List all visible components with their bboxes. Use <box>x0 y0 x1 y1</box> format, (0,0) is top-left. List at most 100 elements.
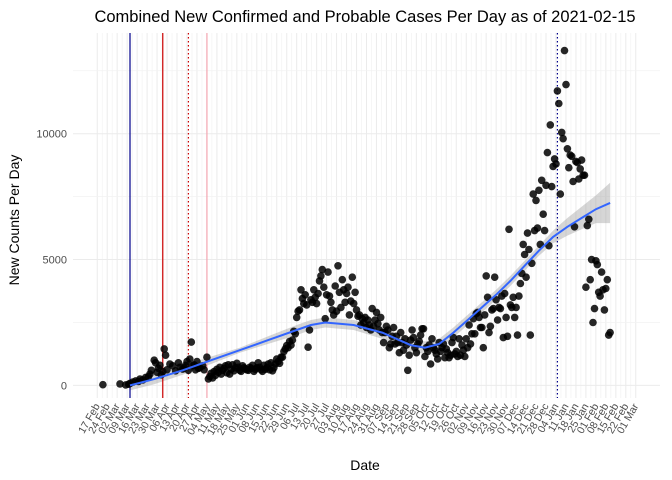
data-point <box>409 333 418 342</box>
data-point <box>532 196 540 205</box>
data-point <box>466 340 475 348</box>
data-point <box>320 283 328 292</box>
data-point <box>522 273 530 282</box>
data-point <box>520 250 529 259</box>
data-point <box>567 152 576 161</box>
data-point <box>462 335 471 343</box>
data-point <box>553 87 562 95</box>
data-point <box>559 134 567 143</box>
data-point <box>416 331 425 339</box>
data-point <box>292 313 301 322</box>
data-point <box>426 360 435 368</box>
data-point <box>324 268 332 276</box>
y-tick-label: 0 <box>61 380 67 392</box>
data-point <box>585 215 593 224</box>
data-point <box>485 328 493 337</box>
data-point <box>374 319 382 328</box>
data-point <box>301 291 310 299</box>
data-point <box>513 331 522 339</box>
y-axis-title: New Counts Per Day <box>6 155 22 286</box>
data-point <box>455 335 463 343</box>
data-point <box>510 313 519 322</box>
data-point <box>321 314 330 323</box>
data-point <box>537 176 546 185</box>
x-axis-title: Date <box>350 457 380 473</box>
data-point <box>161 351 170 360</box>
data-point <box>602 284 610 293</box>
trend-layer <box>129 201 611 387</box>
data-point <box>156 361 164 370</box>
data-point <box>405 351 414 360</box>
data-point <box>486 322 495 331</box>
data-point <box>539 210 547 218</box>
data-point <box>314 289 322 298</box>
data-point <box>408 326 416 334</box>
data-point <box>415 337 424 346</box>
data-point <box>376 313 385 322</box>
data-point <box>428 335 436 343</box>
data-point <box>496 304 505 313</box>
data-point <box>547 182 556 191</box>
data-point <box>515 292 523 300</box>
data-point <box>297 286 305 294</box>
y-tick-labels: 0 5000 10000 <box>36 129 67 393</box>
data-point <box>331 282 340 290</box>
data-point <box>563 145 572 153</box>
data-point <box>570 223 579 231</box>
data-point <box>163 366 171 374</box>
data-point <box>582 283 590 292</box>
data-point <box>523 229 532 237</box>
chart-title: Combined New Confirmed and Probable Case… <box>94 8 635 26</box>
data-point <box>490 273 499 282</box>
data-point <box>509 293 517 302</box>
data-point <box>543 148 552 157</box>
data-point <box>526 331 535 339</box>
data-point <box>478 323 486 332</box>
data-point <box>489 304 498 313</box>
data-point <box>187 338 196 346</box>
data-point <box>583 221 592 230</box>
data-point <box>596 292 604 300</box>
y-tick-label: 10000 <box>36 129 67 141</box>
data-point <box>492 296 500 304</box>
data-point <box>449 333 458 342</box>
data-point <box>396 328 405 337</box>
data-point <box>372 308 381 317</box>
data-point <box>327 298 335 307</box>
data-point <box>493 316 502 324</box>
data-point <box>302 301 311 309</box>
data-point <box>348 273 357 282</box>
data-point <box>500 289 509 298</box>
data-point <box>586 275 594 284</box>
data-point <box>565 163 573 172</box>
data-point <box>341 298 349 307</box>
data-point <box>535 186 543 195</box>
data-point <box>419 325 428 333</box>
data-point <box>502 313 510 322</box>
data-point <box>203 353 211 362</box>
data-point <box>590 304 599 313</box>
data-point <box>546 121 555 129</box>
data-point <box>342 289 351 298</box>
data-point <box>480 311 489 319</box>
data-point <box>560 46 569 55</box>
data-point <box>552 160 560 168</box>
data-points <box>99 46 614 389</box>
data-point <box>193 357 201 366</box>
data-point <box>562 80 570 89</box>
data-point <box>519 240 527 249</box>
data-point <box>334 262 342 270</box>
data-point <box>349 299 358 308</box>
data-point <box>556 190 565 198</box>
data-point <box>603 275 612 284</box>
data-point <box>542 181 550 190</box>
data-point <box>569 177 577 186</box>
data-point <box>338 275 347 284</box>
data-point <box>555 99 563 108</box>
data-point <box>424 347 432 356</box>
y-tick-label: 5000 <box>43 255 67 267</box>
data-point <box>200 366 208 374</box>
data-point <box>461 352 469 361</box>
